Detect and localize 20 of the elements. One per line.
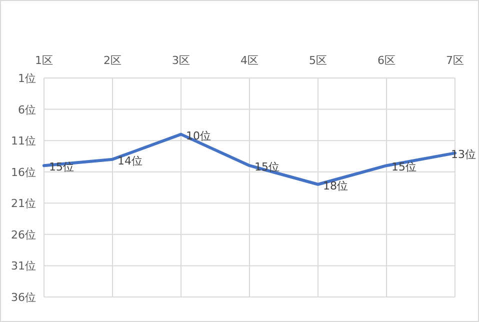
x-tick-label: 1区 xyxy=(35,54,53,67)
y-tick-label: 16位 xyxy=(11,166,36,179)
y-tick-label: 26位 xyxy=(11,228,36,242)
y-tick-label: 36位 xyxy=(11,291,36,304)
data-label: 13位 xyxy=(451,148,476,162)
data-label: 15位 xyxy=(392,160,416,174)
x-tick-label: 2区 xyxy=(104,54,122,67)
data-label: 18位 xyxy=(323,179,348,192)
x-tick-label: 7区 xyxy=(446,54,464,67)
data-label: 10位 xyxy=(186,129,211,142)
y-tick-label: 6位 xyxy=(18,103,36,116)
y-tick-label: 21位 xyxy=(11,197,36,210)
x-tick-label: 6区 xyxy=(378,54,396,67)
y-tick-label: 31位 xyxy=(11,260,36,273)
y-tick-label: 11位 xyxy=(11,134,36,148)
x-tick-label: 3区 xyxy=(172,54,190,67)
x-tick-label: 4区 xyxy=(240,54,258,67)
y-tick-label: 1位 xyxy=(18,72,36,85)
x-tick-label: 5区 xyxy=(309,54,327,67)
data-label: 14位 xyxy=(118,154,142,168)
